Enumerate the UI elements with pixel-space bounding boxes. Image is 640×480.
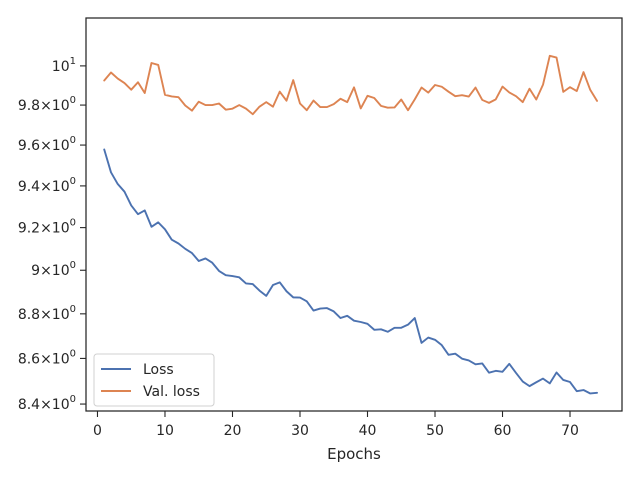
legend-label-0: Loss	[143, 362, 174, 378]
x-tick-label: 0	[93, 423, 102, 439]
x-tick-label: 50	[426, 423, 444, 439]
y-tick-exponent: 0	[70, 348, 76, 359]
y-tick-base: 9.4×10	[18, 179, 70, 195]
y-tick-exponent: 0	[70, 304, 76, 315]
series-line-1	[103, 54, 598, 116]
y-tick-base: 9.2×10	[18, 221, 70, 237]
y-tick-label: 8.8×100	[18, 304, 76, 323]
legend-label-1: Val. loss	[143, 384, 200, 400]
x-tick-label: 10	[156, 423, 174, 439]
y-tick-label: 9×100	[31, 260, 76, 279]
y-tick-base: 10	[52, 59, 70, 75]
y-tick-exponent: 0	[70, 260, 76, 271]
y-tick-exponent: 0	[70, 176, 76, 187]
y-tick-label: 9.4×100	[18, 176, 76, 195]
y-tick-label: 8.4×100	[18, 394, 76, 413]
y-tick-label: 8.6×100	[18, 348, 76, 367]
x-tick-label: 70	[561, 423, 579, 439]
x-axis: 0 10 20 30 40 50 60 70	[93, 411, 579, 439]
y-tick-label: 101	[52, 56, 76, 75]
plot-frame	[85, 17, 623, 412]
series-line-0	[103, 148, 598, 395]
x-tick-label: 20	[224, 423, 242, 439]
y-tick-base: 9.8×10	[18, 98, 70, 114]
y-tick-base: 8.6×10	[18, 351, 70, 367]
y-tick-label: 9.6×100	[18, 135, 76, 154]
series-layer	[103, 54, 598, 395]
y-tick-base: 9×10	[31, 263, 69, 279]
x-tick-label: 30	[291, 423, 309, 439]
y-tick-base: 9.6×10	[18, 138, 70, 154]
y-tick-exponent: 0	[70, 394, 76, 405]
y-tick-base: 8.4×10	[18, 397, 70, 413]
y-axis: 8.4×1008.6×1008.8×1009×1009.2×1009.4×100…	[18, 56, 86, 413]
x-axis-label: Epochs	[327, 445, 381, 463]
legend-box	[93, 353, 215, 407]
y-tick-label: 9.8×100	[18, 95, 76, 114]
legend: Loss Val. loss	[93, 353, 215, 407]
y-tick-exponent: 0	[70, 218, 76, 229]
y-tick-base: 8.8×10	[18, 307, 70, 323]
y-tick-exponent: 0	[70, 135, 76, 146]
x-tick-label: 40	[359, 423, 377, 439]
x-tick-label: 60	[494, 423, 512, 439]
y-tick-label: 9.2×100	[18, 218, 76, 237]
y-tick-exponent: 0	[70, 95, 76, 106]
y-tick-exponent: 1	[70, 56, 76, 67]
